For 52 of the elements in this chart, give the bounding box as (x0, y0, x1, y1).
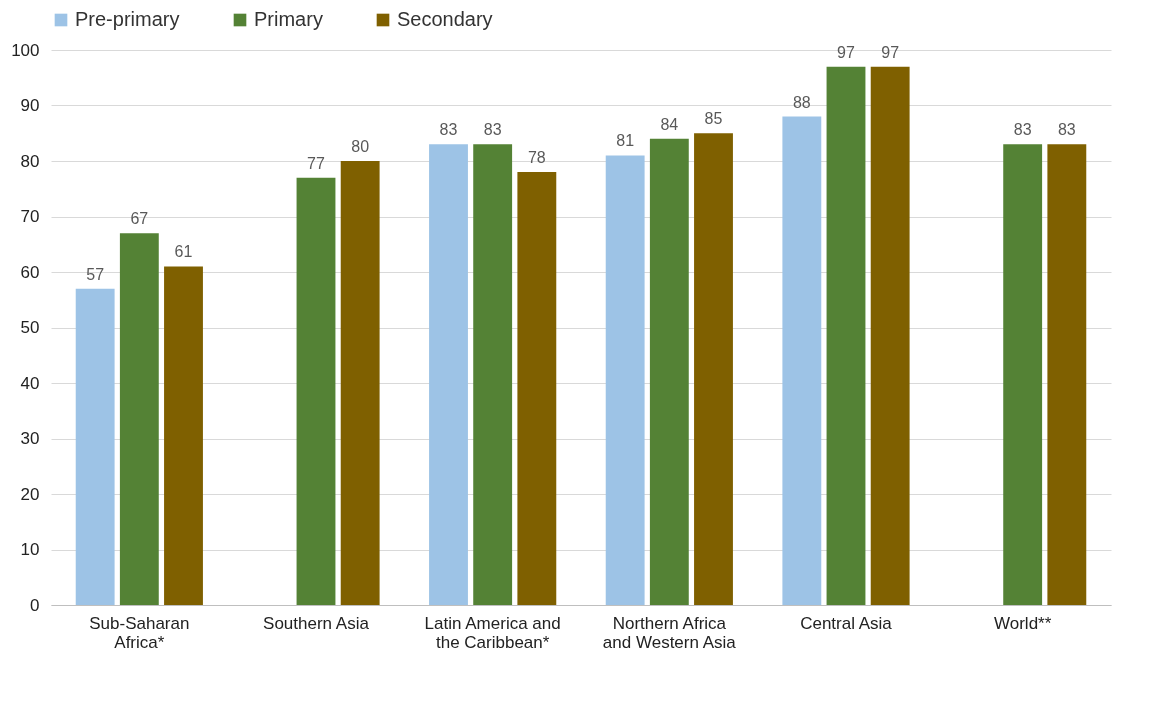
data-label: 88 (792, 93, 811, 111)
data-label: 97 (837, 43, 855, 61)
bar (605, 155, 645, 605)
data-label: 85 (704, 110, 723, 128)
y-tick-label: 80 (20, 151, 40, 171)
y-tick-label: 50 (20, 318, 40, 337)
y-tick-label: 10 (20, 540, 40, 559)
bar (517, 172, 557, 605)
bar (473, 144, 513, 605)
y-tick-label: 70 (20, 207, 40, 226)
y-tick-label: 90 (20, 96, 40, 115)
bar (296, 177, 336, 605)
x-tick-label: Latin America and the Caribbean* (424, 613, 561, 652)
data-label: 61 (174, 243, 193, 261)
data-label: 83 (439, 121, 458, 139)
bar (826, 66, 866, 605)
bar (164, 266, 203, 605)
legend-label: Primary (254, 8, 323, 30)
bar (870, 66, 910, 605)
bar (1003, 144, 1043, 605)
data-label: 83 (1013, 121, 1032, 139)
data-label: 81 (616, 132, 635, 150)
y-tick-label: 60 (20, 262, 40, 282)
legend-label: Secondary (397, 8, 493, 30)
x-tick-label: World** (994, 613, 1052, 633)
y-tick-label: 0 (30, 595, 40, 615)
y-tick-label: 100 (11, 40, 40, 60)
y-tick-label: 30 (20, 429, 40, 448)
data-label: 84 (660, 115, 679, 133)
data-label: 83 (483, 121, 502, 139)
data-label: 80 (351, 138, 370, 155)
bar (1047, 144, 1087, 605)
bar (119, 233, 159, 605)
x-tick-label: Sub-Saharan Africa* (89, 613, 190, 652)
x-tick-label: Central Asia (800, 613, 893, 633)
y-tick-label: 20 (20, 484, 40, 504)
legend-label: Pre-primary (75, 8, 180, 30)
bar (429, 144, 468, 605)
bar (649, 138, 689, 605)
bar (340, 161, 380, 605)
y-tick-label: 40 (20, 373, 40, 393)
bar (782, 116, 822, 605)
bar (75, 288, 115, 605)
data-label: 83 (1057, 121, 1076, 139)
data-label: 78 (527, 149, 546, 167)
data-label: 97 (881, 43, 900, 61)
data-label: 77 (307, 154, 325, 172)
bar (694, 133, 733, 605)
data-label: 67 (130, 210, 149, 228)
data-label: 57 (86, 265, 105, 283)
x-tick-label: Southern Asia (263, 613, 370, 633)
x-tick-label: Northern Africa and Western Asia (602, 613, 737, 652)
